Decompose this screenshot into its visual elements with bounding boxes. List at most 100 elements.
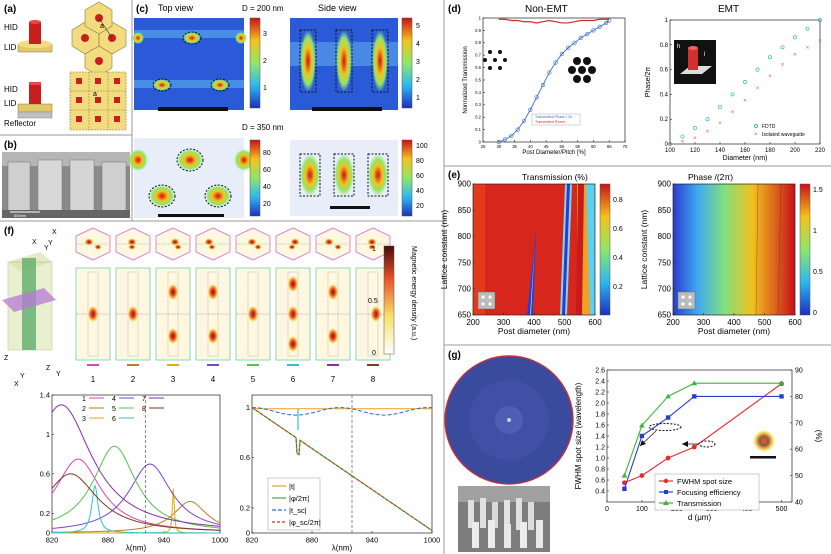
x-tick-label: 0 xyxy=(605,506,609,513)
y-tick-label: 0.9 xyxy=(475,28,481,33)
e-left-title: Transmission (%) xyxy=(522,172,588,182)
mode-hot-spot xyxy=(288,244,296,250)
data-point xyxy=(585,32,590,37)
x-tick-label: 400 xyxy=(727,318,741,327)
y-axis-label: Normalized Transmission xyxy=(463,46,469,113)
x-tick-label: 200 xyxy=(466,318,480,327)
y-tick-label: 2.2 xyxy=(595,389,605,396)
y-tick-label: 1 xyxy=(246,403,250,412)
legend-label: |t| xyxy=(289,482,295,491)
x-tick-label: 940 xyxy=(158,536,171,545)
data-point xyxy=(559,51,564,57)
iso-point: × xyxy=(731,110,735,116)
x-tick-label: 200 xyxy=(790,148,801,154)
mode-curve-6 xyxy=(52,484,220,534)
y-tick-label: 2.0 xyxy=(595,400,605,407)
cb4-tick: 60 xyxy=(416,173,424,180)
f-mode-profiles: 1 2 3 4 5 6 7 8 xyxy=(75,227,391,384)
panel-label-e: (e) xyxy=(448,170,460,181)
f-cb-label: Magnetic energy density (a.u.) xyxy=(410,246,417,340)
mode-hot-spot xyxy=(368,244,376,250)
legend-label: 4 xyxy=(112,396,116,403)
y-tick-label: 700 xyxy=(458,284,472,293)
series-line-1 xyxy=(498,18,610,24)
series-tsc xyxy=(251,406,433,416)
y-tick-label: 1.6 xyxy=(595,422,605,429)
x-tick-label: 300 xyxy=(497,318,511,327)
y-axis-label: Phase/2π xyxy=(645,67,652,98)
x-axis-label: λ(nm) xyxy=(126,544,147,553)
x-tick-label: 400 xyxy=(527,318,541,327)
legend-label: 2 xyxy=(82,406,86,413)
iso-point: × xyxy=(818,39,822,45)
x-tick-label: 500 xyxy=(776,506,788,513)
cb1-tick: 1 xyxy=(263,85,267,92)
data-point xyxy=(509,133,514,138)
mode-hot-spot xyxy=(128,244,136,250)
x-tick-label: 120 xyxy=(690,148,701,154)
y-tick-label: 0 xyxy=(246,529,250,538)
axis-y-3: Y xyxy=(48,240,53,247)
d-legend-fdtd-marker xyxy=(753,123,759,129)
y-tick-label: 850 xyxy=(658,206,672,215)
y-tick-label: 0.2 xyxy=(40,509,50,518)
y2-tick-label: 50 xyxy=(795,473,803,480)
f-cb-tick: 0.5 xyxy=(368,298,378,305)
trans-point xyxy=(621,472,628,478)
g-legend-trans: Transmission xyxy=(677,499,721,508)
y-tick-label: 1 xyxy=(479,15,482,20)
data-point xyxy=(597,24,602,29)
mode-number: 3 xyxy=(171,375,176,384)
panel-label-b: (b) xyxy=(4,140,17,151)
g-sem-image xyxy=(458,486,550,552)
e-cb-tick: 0.8 xyxy=(613,197,623,204)
legend-label: 6 xyxy=(112,416,116,423)
y2-axis-label: (%) xyxy=(814,430,823,443)
panel-a-pillar-top xyxy=(17,20,53,53)
x-tick-label: 25 xyxy=(481,144,486,149)
cb2-tick: 5 xyxy=(416,23,420,30)
d-right-title: EMT xyxy=(718,4,739,15)
data-point xyxy=(521,118,527,124)
f-colorbar xyxy=(383,245,395,355)
x-tick-label: 220 xyxy=(815,148,826,154)
x-tick-label: 40 xyxy=(528,144,533,149)
data-point xyxy=(603,20,609,26)
panel-a-square-lattice xyxy=(69,71,127,131)
d-inset-lattice-dense xyxy=(568,57,596,83)
mode-curve-1 xyxy=(51,458,220,531)
f-unit-cell-3d xyxy=(2,252,56,351)
data-point xyxy=(572,40,577,45)
data-point xyxy=(534,95,539,100)
fwhm-point xyxy=(639,473,645,478)
sem-image-pillars xyxy=(2,152,130,218)
mode-hot-spot xyxy=(327,283,339,301)
y-tick-label: 0.8 xyxy=(595,466,605,473)
e-cb2-tick: 0 xyxy=(813,310,817,317)
cb3-tick: 40 xyxy=(263,184,271,191)
data-point xyxy=(496,139,501,145)
y2-tick-label: 90 xyxy=(795,368,803,375)
fdtd-point xyxy=(680,134,685,139)
x-tick-label: 880 xyxy=(306,536,319,545)
y-tick-label: 1.8 xyxy=(595,411,605,418)
mode-hot-spot xyxy=(167,283,179,301)
d-left-title: Non-EMT xyxy=(525,4,568,15)
y-tick-label: 0.2 xyxy=(475,115,481,120)
fdtd-point xyxy=(743,80,747,84)
e-colorbar-left xyxy=(599,183,611,316)
y-tick-label: 900 xyxy=(658,180,672,189)
legend-label: 7 xyxy=(142,396,146,403)
legend-label: 3 xyxy=(82,416,86,423)
x-tick-label: 1000 xyxy=(424,536,441,545)
x-tick-label: 160 xyxy=(740,148,751,154)
fdtd-point xyxy=(718,104,722,109)
mode-hot-spot xyxy=(207,327,219,345)
x-tick-label: 600 xyxy=(588,318,602,327)
mode-curve-3 xyxy=(52,488,220,534)
iso-point: × xyxy=(693,136,697,142)
d-legend-power: Transmitted Power xyxy=(535,120,566,124)
colorbar-c3 xyxy=(249,139,261,217)
